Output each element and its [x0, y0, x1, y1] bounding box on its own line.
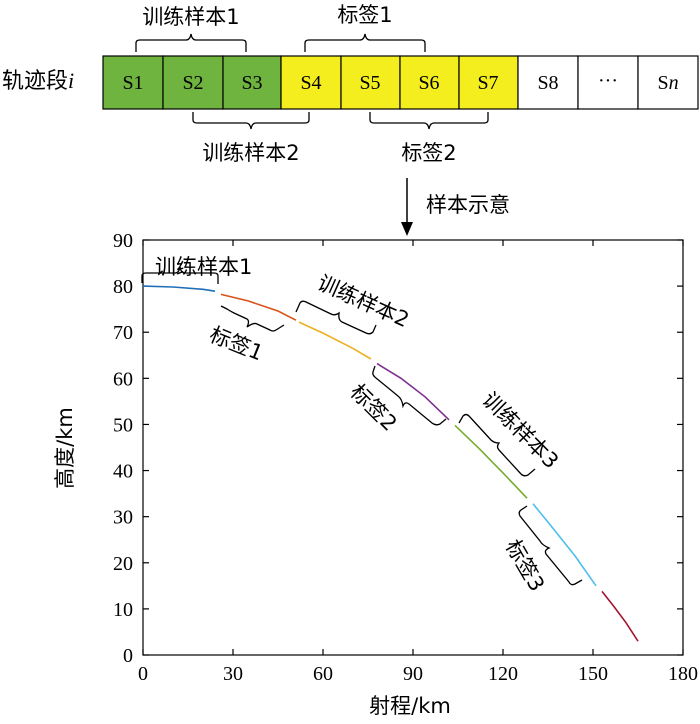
- trajectory-segment-3: [298, 321, 372, 360]
- segment-cell-2: S2: [162, 55, 224, 110]
- chart-annotation-label-3: 标签3: [501, 536, 549, 596]
- y-tick-label: 0: [123, 645, 133, 667]
- brace-label-1: [304, 33, 426, 52]
- chart-brace-train-2: [295, 300, 377, 335]
- segment-cell-9: ···: [577, 55, 639, 110]
- row-label-var: i: [68, 68, 74, 93]
- plot-frame: [142, 239, 684, 656]
- y-axis: 0 10 20 30 40 50 60 70 80 90: [113, 230, 683, 667]
- x-tick-label: 60: [313, 663, 333, 685]
- segment-cell-1: S1: [102, 55, 164, 110]
- segment-label: S6: [418, 72, 439, 94]
- segment-cells: S1 S2 S3 S4 S5 S6 S7 S8 ··· Sn: [102, 55, 699, 110]
- y-tick-label: 70: [113, 322, 133, 344]
- segment-label: S1: [122, 72, 143, 94]
- y-tick-label: 50: [113, 414, 133, 436]
- segment-label: S5: [359, 72, 380, 94]
- segment-diagram: 轨迹段i S1 S2 S3 S4 S5 S6 S7 S8 ··· Sn 训练样本…: [2, 3, 699, 236]
- segment-cell-5: S5: [340, 55, 401, 110]
- brace-label-label-2: 标签2: [401, 141, 456, 165]
- brace-train-1: [135, 33, 247, 52]
- x-tick-label: 180: [668, 663, 698, 685]
- segment-label-var: n: [669, 72, 679, 94]
- segment-label: ···: [598, 70, 618, 92]
- arrow-label: 样本示意: [426, 193, 510, 217]
- y-tick-label: 40: [113, 461, 133, 483]
- trajectory-segment-7: [601, 590, 639, 642]
- segment-label: S8: [537, 72, 558, 94]
- segment-label: S7: [477, 72, 498, 94]
- down-arrow-icon: [401, 222, 413, 236]
- segment-cell-7: S7: [458, 55, 519, 110]
- chart-brace-label-2: [372, 365, 447, 426]
- trajectory-chart: 0 10 20 30 40 50 60 70 80 90 0 30 60 90 120 150 180 射程/…: [53, 230, 698, 718]
- x-tick-label: 0: [138, 663, 148, 685]
- y-tick-label: 20: [113, 553, 133, 575]
- chart-annotation-train-2: 训练样本2: [314, 271, 413, 333]
- x-axis: 0 30 60 90 120 150 180: [138, 240, 698, 685]
- y-tick-label: 30: [113, 507, 133, 529]
- row-label: 轨迹段i: [2, 68, 74, 93]
- trajectory-segment-2: [220, 293, 297, 321]
- segment-label: S3: [241, 72, 262, 94]
- segment-cell-8: S8: [517, 55, 579, 110]
- x-tick-label: 30: [223, 663, 243, 685]
- row-label-text: 轨迹段: [2, 68, 68, 93]
- brace-label-label-1: 标签1: [337, 3, 392, 27]
- y-axis-label: 高度/km: [53, 407, 77, 489]
- y-tick-label: 80: [113, 276, 133, 298]
- brace-label-train-1: 训练样本1: [142, 5, 239, 29]
- chart-brace-label-1: [220, 305, 285, 332]
- y-tick-label: 90: [113, 230, 133, 252]
- chart-annotation-train-1: 训练样本1: [155, 255, 252, 279]
- segment-label: S4: [300, 72, 321, 94]
- segment-cell-4: S4: [280, 55, 342, 110]
- chart-brace-train-3: [458, 413, 536, 477]
- chart-brace-train-1: [141, 266, 219, 284]
- segment-cell-10: Sn: [637, 55, 699, 110]
- y-tick-label: 10: [113, 599, 133, 621]
- trajectory-segment-5: [454, 424, 528, 499]
- chart-annotation-label-2: 标签2: [345, 380, 401, 436]
- x-axis-label: 射程/km: [369, 694, 451, 718]
- segment-label: Sn: [657, 72, 678, 94]
- chart-annotations: 训练样本1 标签1 训练样本2 标签2 训练样本3 标签3: [141, 255, 583, 596]
- brace-label-2: [369, 112, 489, 130]
- chart-brace-label-3: [518, 505, 583, 586]
- trajectory-segment-6: [532, 503, 597, 587]
- segment-label: S2: [182, 72, 203, 94]
- trajectory-segment-4: [376, 362, 450, 421]
- brace-label-train-2: 训练样本2: [202, 141, 299, 165]
- x-tick-label: 150: [578, 663, 608, 685]
- chart-annotation-label-1: 标签1: [206, 322, 266, 365]
- segment-cell-3: S3: [222, 55, 282, 110]
- trajectory-segment-1: [142, 285, 216, 292]
- trajectory-series: [142, 285, 639, 642]
- brace-train-2: [192, 112, 310, 130]
- y-tick-label: 60: [113, 368, 133, 390]
- x-tick-label: 90: [403, 663, 423, 685]
- segment-label-text: S: [657, 72, 668, 94]
- x-tick-label: 120: [488, 663, 518, 685]
- segment-cell-6: S6: [399, 55, 460, 110]
